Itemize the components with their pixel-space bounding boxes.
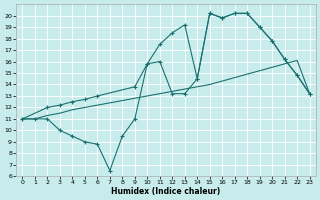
X-axis label: Humidex (Indice chaleur): Humidex (Indice chaleur) xyxy=(111,187,221,196)
